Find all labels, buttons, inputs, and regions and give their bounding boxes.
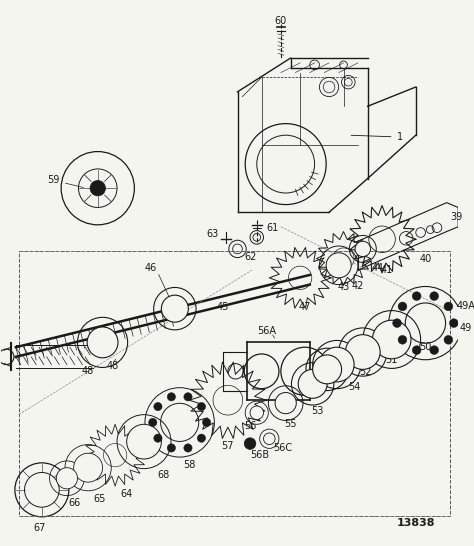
Text: 42: 42 (352, 282, 364, 292)
Text: 56A: 56A (257, 326, 276, 336)
Text: 45: 45 (217, 302, 229, 312)
Circle shape (275, 393, 296, 414)
Text: 41: 41 (381, 265, 393, 275)
Text: 53: 53 (311, 406, 324, 416)
Text: 60: 60 (275, 16, 287, 26)
Circle shape (355, 241, 371, 257)
Circle shape (167, 444, 175, 452)
Text: 44: 44 (371, 263, 383, 273)
Text: 1: 1 (351, 132, 402, 142)
Text: 40: 40 (419, 253, 431, 264)
Circle shape (444, 335, 453, 344)
Text: 55: 55 (284, 419, 297, 429)
Circle shape (154, 434, 162, 442)
Text: 49: 49 (460, 323, 472, 333)
Bar (19, 251, 450, 516)
Circle shape (319, 347, 354, 382)
Circle shape (154, 402, 162, 411)
Text: 56C: 56C (273, 443, 292, 453)
Circle shape (412, 292, 421, 300)
Text: 66: 66 (69, 498, 81, 508)
Circle shape (346, 335, 380, 370)
Text: 58: 58 (183, 460, 195, 470)
Circle shape (392, 319, 401, 328)
Circle shape (197, 434, 206, 442)
Text: 67: 67 (34, 524, 46, 533)
Circle shape (90, 181, 106, 196)
Circle shape (184, 393, 192, 401)
Circle shape (87, 327, 118, 358)
Circle shape (149, 418, 157, 426)
Text: 56: 56 (244, 421, 256, 431)
Circle shape (430, 346, 438, 354)
Text: 39: 39 (450, 212, 463, 222)
Circle shape (444, 302, 453, 311)
Circle shape (73, 453, 102, 482)
Circle shape (56, 468, 78, 489)
Text: 43: 43 (337, 282, 350, 293)
Circle shape (326, 253, 351, 278)
Text: 13838: 13838 (397, 518, 435, 529)
Circle shape (449, 319, 458, 328)
Circle shape (264, 433, 275, 444)
Text: 65: 65 (93, 494, 106, 503)
Text: 49A: 49A (456, 301, 474, 311)
Circle shape (298, 370, 327, 398)
Text: 50: 50 (419, 342, 432, 352)
Text: 54: 54 (348, 382, 360, 391)
Text: 46: 46 (145, 263, 157, 273)
Circle shape (184, 444, 192, 452)
Circle shape (202, 418, 211, 426)
Circle shape (250, 406, 264, 419)
Text: 62: 62 (245, 252, 257, 262)
Text: 56B: 56B (250, 450, 269, 460)
Text: 64: 64 (120, 489, 133, 498)
Circle shape (398, 302, 407, 311)
Text: 61: 61 (266, 223, 278, 233)
Text: 47: 47 (299, 302, 311, 312)
Text: 57: 57 (222, 442, 234, 452)
Text: 63: 63 (206, 229, 219, 240)
Text: 48: 48 (82, 366, 94, 376)
Text: 59: 59 (48, 175, 83, 187)
Circle shape (197, 402, 206, 411)
Circle shape (398, 335, 407, 344)
Circle shape (161, 295, 188, 322)
Text: 51: 51 (385, 355, 398, 365)
Circle shape (373, 320, 411, 359)
Text: 68: 68 (157, 471, 169, 480)
Circle shape (127, 424, 161, 459)
Text: 48: 48 (106, 361, 118, 371)
Circle shape (167, 393, 175, 401)
Text: 52: 52 (359, 367, 372, 377)
Circle shape (244, 438, 256, 449)
Circle shape (430, 292, 438, 300)
Circle shape (412, 346, 421, 354)
Circle shape (313, 355, 342, 384)
